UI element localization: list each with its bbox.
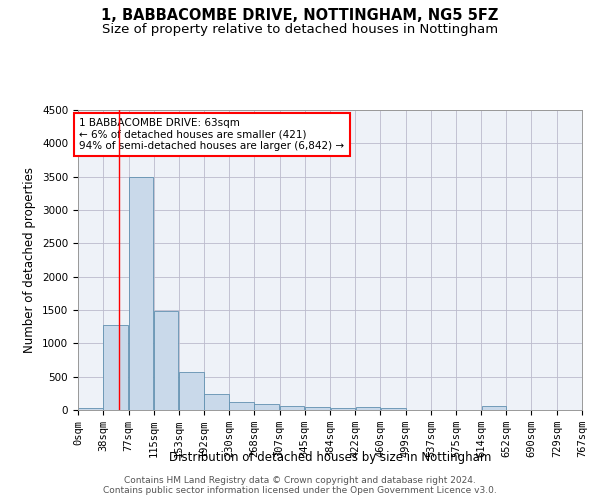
Text: Distribution of detached houses by size in Nottingham: Distribution of detached houses by size …	[169, 451, 491, 464]
Bar	[305, 407, 330, 410]
Text: Contains HM Land Registry data © Crown copyright and database right 2024.
Contai: Contains HM Land Registry data © Crown c…	[103, 476, 497, 495]
Bar	[482, 406, 506, 410]
Bar	[154, 312, 178, 410]
Bar	[356, 408, 380, 410]
Bar	[78, 408, 103, 410]
Bar	[229, 402, 254, 410]
Bar	[205, 394, 229, 410]
Text: Size of property relative to detached houses in Nottingham: Size of property relative to detached ho…	[102, 22, 498, 36]
Bar	[129, 178, 154, 410]
Bar	[254, 404, 280, 410]
Bar	[331, 408, 355, 410]
Text: 1, BABBACOMBE DRIVE, NOTTINGHAM, NG5 5FZ: 1, BABBACOMBE DRIVE, NOTTINGHAM, NG5 5FZ	[101, 8, 499, 22]
Bar	[103, 326, 128, 410]
Bar	[280, 406, 304, 410]
Text: 1 BABBACOMBE DRIVE: 63sqm
← 6% of detached houses are smaller (421)
94% of semi-: 1 BABBACOMBE DRIVE: 63sqm ← 6% of detach…	[79, 118, 344, 151]
Bar	[380, 408, 406, 410]
Bar	[179, 372, 204, 410]
Y-axis label: Number of detached properties: Number of detached properties	[23, 167, 37, 353]
